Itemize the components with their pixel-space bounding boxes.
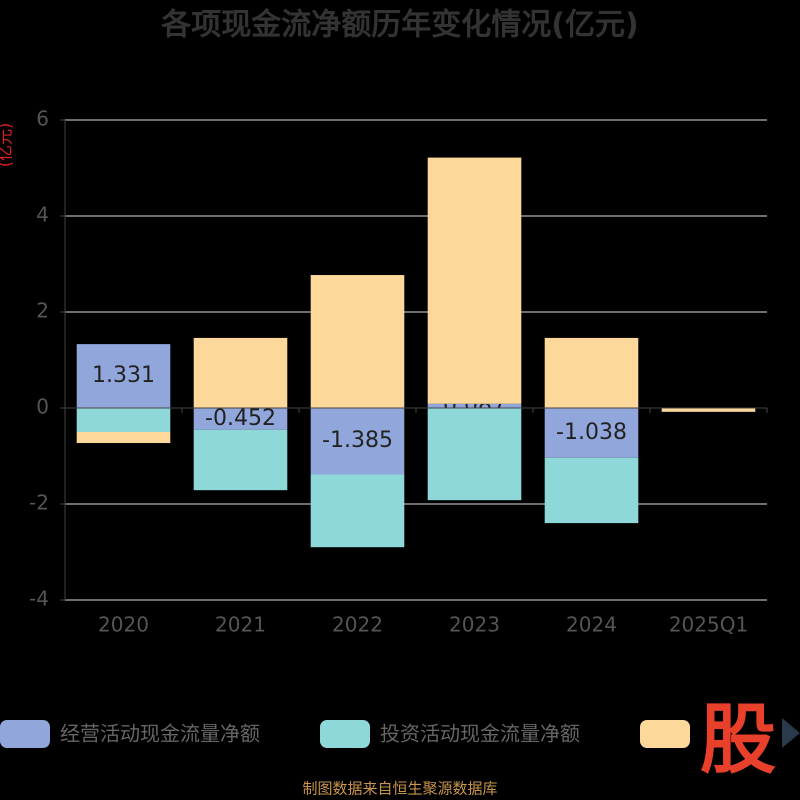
bar [544, 408, 639, 458]
legend-swatch[interactable] [640, 720, 690, 748]
bar [544, 457, 639, 524]
y-tick-label: 2 [36, 299, 49, 323]
y-tick-label: -4 [29, 587, 49, 611]
x-tick-label: 2025Q1 [669, 613, 748, 637]
bar [544, 337, 639, 408]
y-tick-label: 4 [36, 203, 49, 227]
source: 制图数据来自恒生聚源数据库 [302, 780, 497, 798]
watermark: 股 [700, 695, 776, 784]
bar [310, 408, 405, 475]
data-label: -1.385 [322, 428, 393, 453]
x-tick-label: 2024 [566, 613, 617, 637]
bar [76, 432, 171, 444]
bar [193, 429, 288, 491]
bar [193, 408, 288, 430]
bar [310, 474, 405, 548]
legend-label: 经营活动现金流量净额 [60, 722, 260, 746]
bar [427, 403, 522, 408]
y-tick-label: 6 [36, 107, 49, 131]
x-tick-label: 2022 [332, 613, 383, 637]
y-tick-label: 0 [36, 395, 49, 419]
legend-label: 投资活动现金流量净额 [380, 722, 580, 746]
y-axis-label: (亿元) [0, 123, 15, 168]
chart-title: 各项现金流净额历年变化情况(亿元) [160, 8, 638, 43]
x-tick-label: 2023 [449, 613, 500, 637]
x-tick-label: 2020 [98, 613, 149, 637]
bar [427, 157, 522, 404]
arrow-icon [782, 718, 800, 748]
bar [193, 337, 288, 408]
data-label: -1.038 [556, 420, 627, 445]
bar [76, 408, 171, 432]
legend-swatch[interactable] [0, 720, 50, 748]
data-label: -0.452 [205, 406, 276, 431]
y-tick-label: -2 [29, 491, 49, 515]
bar [310, 275, 405, 408]
legend-swatch[interactable] [320, 720, 370, 748]
bar [427, 408, 522, 501]
x-tick-label: 2021 [215, 613, 266, 637]
data-label: 1.331 [92, 363, 155, 388]
bar [661, 408, 756, 412]
bar [76, 344, 171, 408]
